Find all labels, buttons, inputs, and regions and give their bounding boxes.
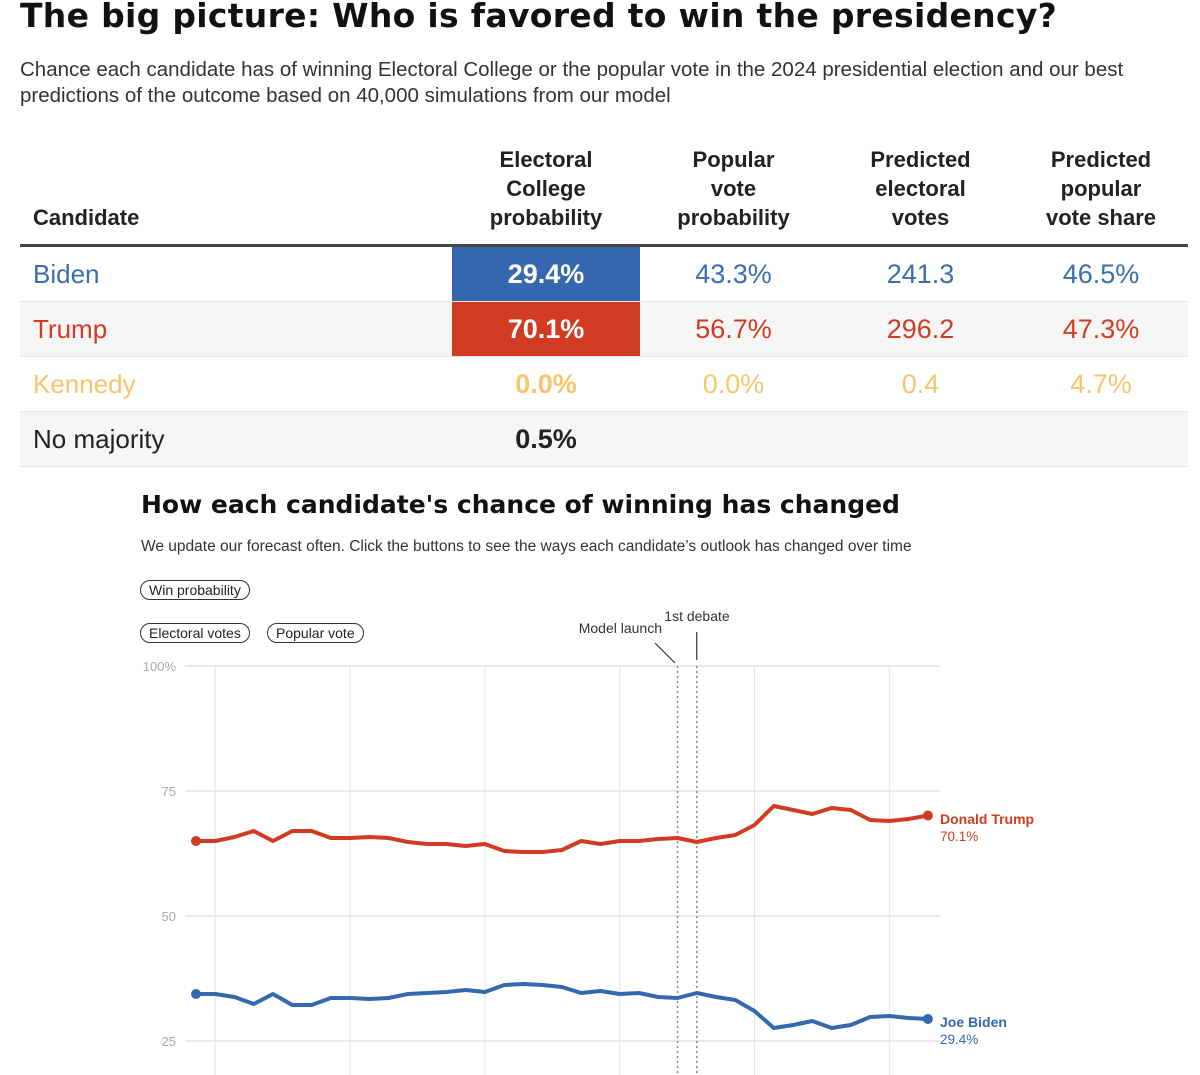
popular-vote-button[interactable]: Popular vote — [267, 623, 364, 643]
ec-probability: 0.0% — [452, 356, 640, 412]
ec-probability: 70.1% — [452, 301, 640, 357]
donald-trump-end-point — [922, 810, 933, 821]
ec-probability: 0.5% — [452, 411, 640, 467]
joe-biden-label: Joe Biden — [940, 1014, 1007, 1030]
table-row-no-majority: No majority 0.5% — [20, 411, 1188, 467]
ec-probability: 29.4% — [452, 245, 640, 302]
joe-biden-value-label: 29.4% — [940, 1032, 978, 1047]
pv-probability-label: Popular vote probability — [677, 147, 790, 230]
chart-subtitle: We update our forecast often. Click the … — [141, 538, 912, 555]
column-header-candidate: Candidate — [20, 145, 452, 247]
annotation-leader — [654, 642, 676, 664]
predicted-ev-label: Predicted electoral votes — [870, 147, 971, 230]
page-title: The big picture: Who is favored to win t… — [20, 0, 1058, 35]
predicted-ev: 0.4 — [827, 356, 1014, 412]
pv-probability: 0.0% — [640, 356, 827, 412]
pv-probability: 43.3% — [640, 245, 827, 302]
donald-trump-start-point — [191, 836, 201, 846]
table-row-trump: Trump 70.1% 56.7% 296.2 47.3% — [20, 301, 1188, 357]
candidate-name: Trump — [20, 301, 452, 357]
donald-trump-label: Donald Trump — [940, 811, 1034, 827]
column-header-pv-probability: Popular vote probability — [640, 145, 827, 247]
annotation-label: Model launch — [579, 620, 662, 636]
empty-cell — [1014, 411, 1188, 467]
annotation-label: 1st debate — [664, 608, 730, 624]
candidate-name: No majority — [20, 411, 452, 467]
win-probability-button[interactable]: Win probability — [140, 580, 250, 600]
y-tick-label: 25 — [162, 1034, 176, 1049]
electoral-votes-button[interactable]: Electoral votes — [140, 623, 250, 643]
joe-biden-start-point — [191, 989, 201, 999]
ec-probability-label: Electoral College probability — [489, 147, 603, 230]
donald-trump-value-label: 70.1% — [940, 829, 978, 844]
predicted-ev: 296.2 — [827, 301, 1014, 357]
chart-title: How each candidate's chance of winning h… — [141, 490, 900, 519]
column-header-predicted-pv: Predicted popular vote share — [1014, 145, 1188, 247]
predicted-ev: 241.3 — [827, 245, 1014, 302]
y-tick-label: 75 — [162, 784, 176, 799]
donald-trump-line — [196, 804, 929, 854]
predicted-pv-label: Predicted popular vote share — [1045, 147, 1157, 230]
table-header-row: Candidate Electoral College probability … — [20, 145, 1188, 247]
candidate-name: Kennedy — [20, 356, 452, 412]
candidate-name: Biden — [20, 245, 452, 302]
predicted-pv-share: 47.3% — [1014, 301, 1188, 357]
pv-probability: 56.7% — [640, 301, 827, 357]
forecast-table: Candidate Electoral College probability … — [20, 145, 1188, 467]
joe-biden-line — [196, 982, 929, 1030]
empty-cell — [640, 411, 827, 467]
y-tick-label: 100% — [143, 659, 177, 674]
column-header-ec-probability: Electoral College probability — [452, 145, 640, 247]
table-row-biden: Biden 29.4% 43.3% 241.3 46.5% — [20, 245, 1188, 302]
empty-cell — [827, 411, 1014, 467]
page-subtitle: Chance each candidate has of winning Ele… — [20, 58, 1124, 107]
joe-biden-end-point — [922, 1014, 933, 1024]
predicted-pv-share: 4.7% — [1014, 356, 1188, 412]
predicted-pv-share: 46.5% — [1014, 245, 1188, 302]
column-header-predicted-ev: Predicted electoral votes — [827, 145, 1014, 247]
table-row-kennedy: Kennedy 0.0% 0.0% 0.4 4.7% — [20, 356, 1188, 412]
y-tick-label: 50 — [162, 909, 176, 924]
